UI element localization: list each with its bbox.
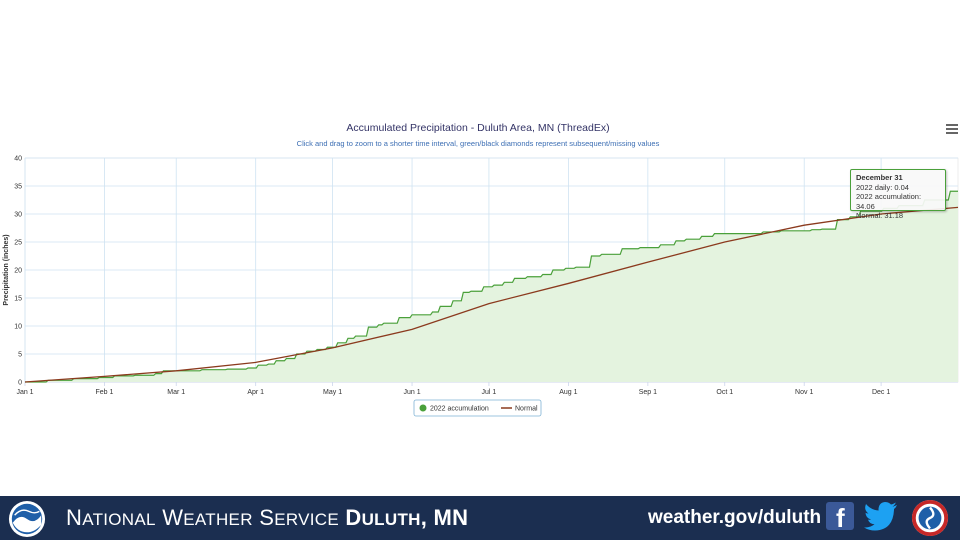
chart-subtitle: Click and drag to zoom to a shorter time… [297, 139, 660, 148]
legend-box [413, 399, 542, 417]
hamburger-menu-icon [946, 124, 958, 126]
x-tick-label: Jan 1 [16, 389, 33, 396]
accumulation-series-line[interactable] [25, 190, 958, 383]
y-tick-label: 20 [14, 268, 22, 275]
area-layer [25, 191, 958, 382]
x-tick-label: May 1 [323, 389, 342, 396]
chart-menu-button[interactable] [944, 122, 960, 138]
legend: 2022 accumulation Normal [413, 399, 542, 417]
legend-label-accumulation[interactable]: 2022 accumulation [430, 406, 489, 413]
y-tick-label: 10 [14, 324, 22, 331]
y-tick-label: 15 [14, 296, 22, 303]
x-tick-label: Sep 1 [639, 389, 657, 396]
x-tick-label: Jun 1 [403, 389, 420, 396]
precipitation-chart[interactable]: Accumulated Precipitation - Duluth Area,… [0, 0, 960, 495]
normal-series-line[interactable] [24, 206, 959, 383]
chart-container: Accumulated Precipitation - Duluth Area,… [0, 0, 960, 495]
x-tick-label: Dec 1 [872, 389, 890, 396]
facebook-icon[interactable]: f [826, 502, 854, 533]
footer-banner: NATIONAL WEATHER SERVICE DULUTH, MN weat… [0, 496, 960, 540]
x-axis-ticks: Jan 1 Feb 1 Mar 1 Apr 1 May 1 Jun 1 Jul 1 Aug 1… [16, 389, 890, 396]
line-layer [24, 190, 959, 383]
tooltip-normal: Normal: 31.18 [856, 211, 904, 220]
tooltip-accumulation: 2022 accumulation: 34.06 [856, 192, 922, 211]
tooltip-date: December 31 [856, 173, 903, 182]
nws-logo [911, 499, 949, 537]
x-tick-label: Mar 1 [167, 389, 185, 396]
y-tick-label: 0 [18, 380, 22, 387]
x-tick-label: Oct 1 [716, 389, 733, 396]
legend-label-normal[interactable]: Normal [515, 406, 538, 413]
chart-title: Accumulated Precipitation - Duluth Area,… [346, 122, 609, 134]
data-tooltip: December 31 2022 daily: 0.04 2022 accumu… [850, 169, 946, 220]
y-axis-label: Precipitation (inches) [3, 234, 10, 305]
x-tick-label: Aug 1 [559, 389, 577, 396]
twitter-icon[interactable] [864, 501, 898, 531]
y-tick-label: 30 [14, 212, 22, 219]
x-tick-label: Feb 1 [96, 389, 114, 396]
nws-office-name: NATIONAL WEATHER SERVICE DULUTH, MN [66, 505, 469, 530]
x-tick-label: Jul 1 [482, 389, 497, 396]
y-tick-label: 5 [18, 352, 22, 359]
y-tick-label: 25 [14, 240, 22, 247]
website-link[interactable]: weather.gov/duluth [648, 507, 822, 528]
y-tick-label: 35 [14, 184, 22, 191]
x-tick-label: Apr 1 [247, 389, 264, 396]
legend-marker-accumulation [419, 404, 427, 412]
x-tick-label: Nov 1 [795, 389, 813, 396]
y-axis-ticks: 0 5 10 15 20 25 30 35 40 [14, 156, 22, 387]
accumulation-area [25, 191, 958, 382]
y-tick-label: 40 [14, 156, 22, 163]
noaa-logo [8, 500, 46, 538]
tooltip-daily: 2022 daily: 0.04 [856, 182, 909, 192]
